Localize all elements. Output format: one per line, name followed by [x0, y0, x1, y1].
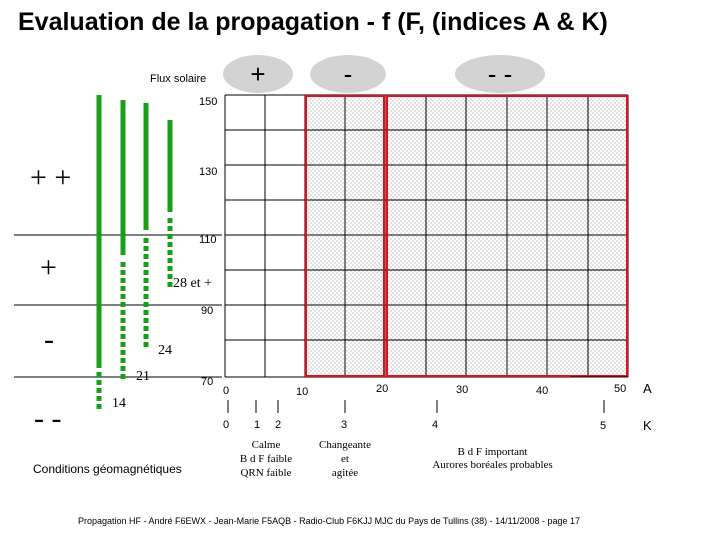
flux-tick-70: 70	[201, 376, 214, 388]
side-separators	[14, 234, 628, 378]
page-title: Evaluation de la propagation - f (F, (in…	[18, 8, 608, 36]
k-tick-3: 3	[341, 419, 348, 431]
zone-changeante-line1: Changeante	[319, 439, 371, 451]
zone-changeante-outline	[305, 95, 385, 377]
sign-minus-minus: - -	[34, 402, 62, 435]
a-tick-10: 10	[296, 386, 309, 398]
k-axis-label: K	[643, 418, 652, 433]
conditions-label: Conditions géomagnétiques	[33, 462, 182, 476]
sign-plus: +	[40, 251, 57, 284]
bar-label-21: 21	[136, 369, 150, 384]
a-tick-40: 40	[536, 385, 549, 397]
zone-changeante-line3: agitée	[331, 467, 359, 479]
bar-label-14: 14	[112, 396, 126, 411]
zone-important-line2: Aurores boréales probables	[432, 459, 553, 471]
zone-important-text: B d F important Aurores boréales probabl…	[410, 446, 575, 472]
k-tick-5: 5	[600, 420, 607, 432]
zone-calme-line3: QRN faible	[240, 467, 292, 479]
zone-calme-line1: Calme	[251, 439, 281, 451]
zone-calme-text: Calme B d F faible QRN faible	[228, 438, 304, 480]
axis-tick-marks	[227, 400, 605, 413]
zone-changeante-text: Changeante et agitée	[305, 438, 385, 480]
zone-important-outline	[386, 95, 628, 377]
a-tick-30: 30	[456, 384, 469, 396]
a-tick-20: 20	[376, 383, 389, 395]
footer-text: Propagation HF - André F6EWX - Jean-Mari…	[78, 516, 581, 526]
oval-plus: +	[223, 55, 293, 93]
zone-calme-line2: B d F faible	[239, 453, 293, 465]
sign-minus: -	[44, 323, 54, 356]
sign-plus-plus: + +	[30, 161, 72, 194]
bar-label-28: 28 et +	[173, 276, 212, 291]
zone-important-line1: B d F important	[457, 446, 528, 458]
a-axis-label: A	[643, 381, 652, 396]
flux-tick-90: 90	[201, 305, 214, 317]
flux-solaire-label: Flux solaire	[150, 73, 207, 85]
k-tick-4: 4	[432, 419, 439, 431]
flux-tick-150: 150	[199, 96, 218, 108]
zone-changeante-line2: et	[341, 453, 349, 465]
k-tick-1: 1	[254, 419, 261, 431]
a-tick-50: 50	[614, 383, 627, 395]
oval-minus: -	[310, 55, 386, 93]
k-tick-2: 2	[275, 419, 282, 431]
green-index-bars	[96, 95, 173, 410]
oval-minus-minus: - -	[455, 55, 545, 93]
flux-tick-110: 110	[199, 234, 217, 246]
k-tick-0: 0	[223, 419, 230, 431]
a-tick-0: 0	[223, 385, 230, 397]
flux-tick-130: 130	[199, 166, 218, 178]
bar-label-24: 24	[158, 343, 172, 358]
